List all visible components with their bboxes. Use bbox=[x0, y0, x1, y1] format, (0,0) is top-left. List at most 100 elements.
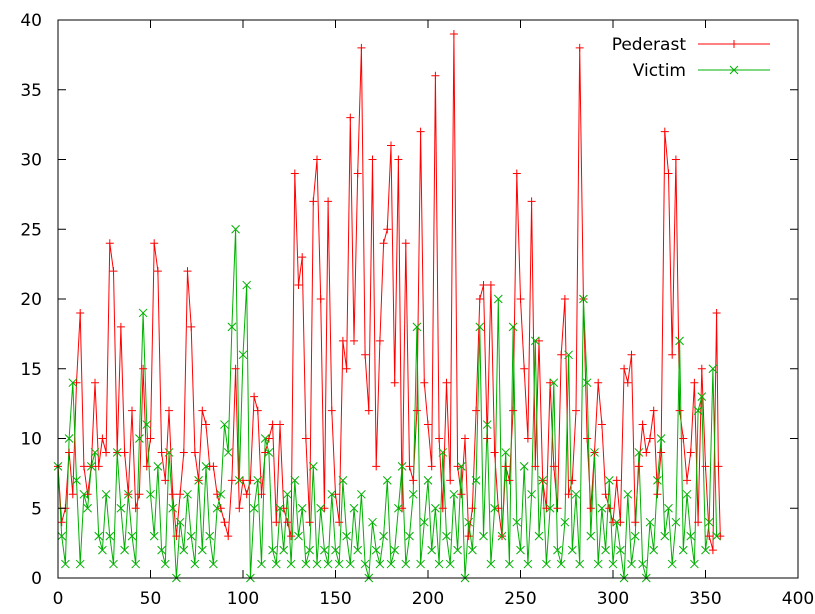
data-point-victim bbox=[638, 559, 647, 569]
data-point-pederast bbox=[616, 518, 625, 527]
data-point-victim bbox=[127, 531, 137, 541]
data-point-pederast bbox=[301, 434, 310, 443]
data-point-pederast bbox=[620, 364, 629, 373]
legend-label-pederast: Pederast bbox=[612, 35, 687, 55]
data-point-pederast bbox=[457, 490, 466, 499]
data-point-victim bbox=[653, 475, 662, 485]
data-point-pederast bbox=[638, 420, 647, 429]
series-markers-pederast bbox=[54, 29, 725, 555]
data-point-pederast bbox=[420, 378, 429, 387]
data-point-pederast bbox=[560, 295, 569, 303]
data-point-victim bbox=[101, 489, 111, 499]
data-point-pederast bbox=[346, 113, 355, 122]
data-point-pederast bbox=[290, 169, 299, 178]
x-tick-label: 0 bbox=[53, 589, 64, 609]
data-point-victim bbox=[79, 489, 89, 499]
data-point-victim bbox=[408, 489, 418, 499]
data-point-pederast bbox=[342, 364, 351, 373]
data-point-victim bbox=[527, 489, 536, 499]
legend-marker-pederast bbox=[730, 40, 738, 48]
data-point-victim bbox=[645, 517, 655, 527]
data-point-pederast bbox=[179, 448, 188, 457]
data-point-pederast bbox=[361, 350, 370, 359]
data-point-victim bbox=[675, 336, 684, 346]
data-point-victim bbox=[120, 545, 129, 555]
data-point-victim bbox=[205, 531, 215, 541]
data-point-pederast bbox=[501, 462, 510, 471]
data-point-pederast bbox=[109, 267, 118, 276]
data-point-victim bbox=[553, 545, 562, 555]
data-point-victim bbox=[530, 336, 540, 346]
data-point-victim bbox=[342, 531, 351, 541]
data-point-victim bbox=[386, 559, 396, 569]
y-tick-label: 5 bbox=[31, 499, 42, 519]
data-point-pederast bbox=[305, 518, 314, 527]
data-point-pederast bbox=[276, 420, 284, 429]
data-point-victim bbox=[542, 559, 551, 569]
data-point-victim bbox=[556, 559, 566, 569]
data-point-victim bbox=[109, 559, 118, 569]
data-point-pederast bbox=[176, 490, 185, 499]
y-tick-label: 40 bbox=[20, 11, 42, 31]
data-point-pederast bbox=[398, 504, 407, 513]
y-tick-label: 35 bbox=[20, 81, 42, 101]
data-point-victim bbox=[209, 559, 218, 569]
data-point-victim bbox=[456, 462, 466, 471]
data-point-victim bbox=[227, 322, 237, 332]
data-point-victim bbox=[382, 475, 392, 485]
data-point-pederast bbox=[239, 476, 247, 485]
data-point-victim bbox=[586, 531, 596, 541]
data-point-pederast bbox=[231, 364, 240, 373]
x-tick-label: 200 bbox=[412, 589, 444, 609]
data-point-victim bbox=[164, 448, 174, 457]
y-tick-label: 30 bbox=[20, 151, 42, 171]
data-point-victim bbox=[183, 489, 192, 499]
data-point-victim bbox=[630, 531, 640, 541]
data-point-pederast bbox=[220, 518, 229, 527]
data-point-pederast bbox=[542, 504, 551, 513]
data-point-pederast bbox=[512, 169, 521, 178]
data-point-pederast bbox=[701, 462, 710, 471]
data-point-pederast bbox=[694, 518, 703, 527]
data-point-pederast bbox=[523, 434, 532, 443]
data-point-victim bbox=[57, 531, 67, 541]
data-point-pederast bbox=[364, 406, 373, 415]
data-point-pederast bbox=[612, 476, 621, 485]
data-point-pederast bbox=[227, 476, 236, 485]
data-point-victim bbox=[604, 475, 614, 485]
data-point-pederast bbox=[527, 197, 536, 206]
data-point-pederast bbox=[568, 476, 577, 485]
data-point-victim bbox=[664, 503, 673, 513]
data-point-pederast bbox=[327, 406, 336, 415]
data-point-victim bbox=[593, 559, 603, 569]
data-point-victim bbox=[153, 462, 163, 471]
x-tick-label: 400 bbox=[782, 589, 814, 609]
data-point-victim bbox=[327, 489, 337, 499]
data-point-victim bbox=[427, 545, 437, 555]
data-point-victim bbox=[201, 462, 211, 471]
data-point-victim bbox=[616, 545, 625, 555]
data-point-pederast bbox=[172, 532, 181, 541]
data-point-victim bbox=[397, 462, 407, 471]
data-point-pederast bbox=[438, 504, 447, 513]
data-point-victim bbox=[131, 559, 141, 569]
data-point-pederast bbox=[242, 490, 251, 499]
data-point-victim bbox=[431, 503, 440, 513]
data-point-pederast bbox=[435, 434, 444, 443]
data-point-pederast bbox=[520, 364, 529, 373]
data-point-pederast bbox=[697, 364, 706, 373]
axis-ticks bbox=[57, 19, 799, 579]
data-point-pederast bbox=[157, 448, 166, 457]
data-point-pederast bbox=[98, 434, 107, 443]
data-point-pederast bbox=[472, 406, 481, 415]
data-point-victim bbox=[194, 475, 203, 485]
data-point-victim bbox=[449, 489, 459, 499]
data-point-victim bbox=[371, 545, 381, 555]
data-point-victim bbox=[697, 392, 707, 402]
data-point-pederast bbox=[683, 476, 691, 485]
data-point-pederast bbox=[712, 308, 721, 317]
data-point-pederast bbox=[509, 406, 518, 415]
data-point-pederast bbox=[283, 518, 292, 527]
data-point-victim bbox=[597, 503, 607, 513]
data-point-victim bbox=[160, 559, 170, 569]
